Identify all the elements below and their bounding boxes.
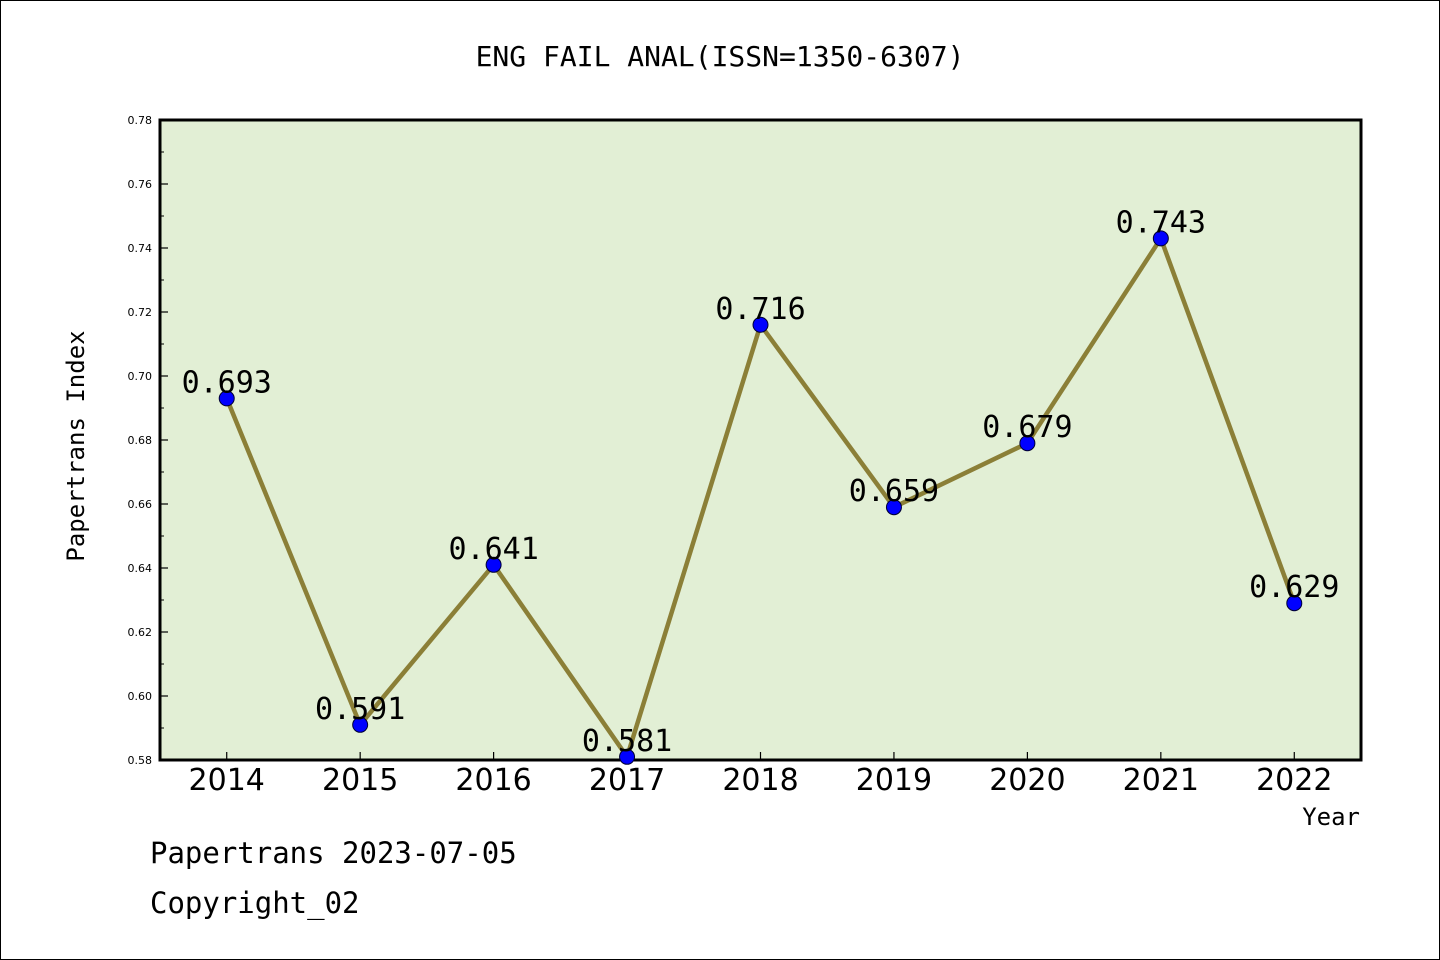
data-point-2014 bbox=[218, 390, 235, 407]
data-label-2014: 0.693 bbox=[182, 365, 272, 400]
y-tick-label: 0.60 bbox=[128, 690, 153, 703]
x-tick-label: 2016 bbox=[455, 763, 531, 798]
data-label-2022: 0.629 bbox=[1249, 570, 1339, 605]
x-tick-label: 2018 bbox=[722, 763, 798, 798]
y-tick-label: 0.62 bbox=[128, 626, 153, 639]
data-point-2018 bbox=[752, 316, 769, 333]
data-label-2020: 0.679 bbox=[982, 410, 1072, 445]
x-tick-label: 2017 bbox=[589, 763, 665, 798]
x-tick-label: 2015 bbox=[322, 763, 398, 798]
x-tick-label: 2020 bbox=[989, 763, 1065, 798]
y-tick-label: 0.64 bbox=[128, 562, 153, 575]
data-label-2017: 0.581 bbox=[582, 724, 672, 759]
data-label-2018: 0.716 bbox=[715, 292, 805, 327]
x-tick-label: 2021 bbox=[1123, 763, 1199, 798]
plot-area bbox=[158, 118, 1363, 762]
data-label-2021: 0.743 bbox=[1116, 205, 1206, 240]
y-tick-label: 0.72 bbox=[128, 306, 153, 319]
data-point-2019 bbox=[885, 499, 902, 516]
y-tick-label: 0.74 bbox=[128, 242, 153, 255]
x-tick-label: 2019 bbox=[856, 763, 932, 798]
x-tick-label: 2022 bbox=[1256, 763, 1332, 798]
footer-copyright: Copyright_02 bbox=[150, 886, 360, 920]
y-axis-title: Papertrans Index bbox=[62, 330, 90, 561]
data-point-2020 bbox=[1019, 435, 1036, 452]
y-tick-label: 0.68 bbox=[128, 434, 153, 447]
footer-date: Papertrans 2023-07-05 bbox=[150, 836, 517, 870]
chart-title: ENG FAIL ANAL(ISSN=1350-6307) bbox=[476, 40, 965, 73]
data-labels: 0.693 0.591 0.641 0.581 0.716 0.659 0.679 0.743… bbox=[182, 205, 1340, 758]
data-point-2021 bbox=[1152, 230, 1169, 247]
data-label-2016: 0.641 bbox=[448, 532, 538, 567]
data-point-2022 bbox=[1286, 595, 1303, 612]
data-point-2016 bbox=[485, 556, 502, 573]
y-tick-label: 0.78 bbox=[128, 114, 153, 127]
x-axis-title: Year bbox=[1302, 803, 1360, 831]
y-tick-label: 0.58 bbox=[128, 754, 153, 767]
data-point-2015 bbox=[352, 716, 369, 733]
data-points bbox=[218, 230, 1303, 765]
data-label-2015: 0.591 bbox=[315, 692, 405, 727]
y-tick-label: 0.76 bbox=[128, 178, 153, 191]
y-tick-label: 0.70 bbox=[128, 370, 153, 383]
data-label-2019: 0.659 bbox=[849, 474, 939, 509]
y-tick-label: 0.66 bbox=[128, 498, 153, 511]
data-point-2017 bbox=[619, 748, 636, 765]
y-axis: 0.58 0.60 0.62 0.64 0.66 0.68 0.70 0.72 0.74 0.76… bbox=[128, 114, 168, 767]
x-tick-label: 2014 bbox=[189, 763, 265, 798]
x-axis: 2014 2015 2016 2017 2018 2019 2020 2021 2022 bbox=[189, 752, 1332, 798]
